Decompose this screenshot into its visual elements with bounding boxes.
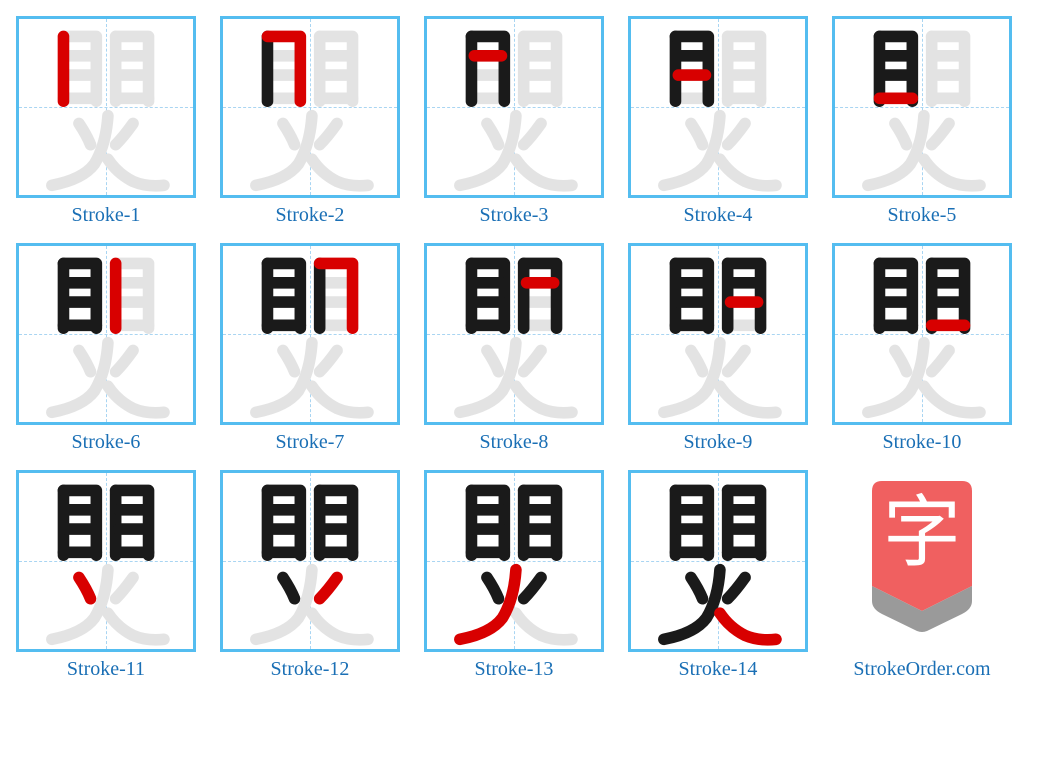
stroke-cell: Stroke-3 bbox=[424, 16, 604, 227]
stroke-caption: Stroke-1 bbox=[72, 204, 141, 227]
stroke-tile bbox=[16, 243, 196, 425]
stroke-tile bbox=[424, 243, 604, 425]
stroke-tile bbox=[628, 243, 808, 425]
stroke-cell: Stroke-12 bbox=[220, 470, 400, 681]
stroke-tile bbox=[220, 470, 400, 652]
stroke-caption: Stroke-14 bbox=[679, 658, 758, 681]
stroke-caption: Stroke-11 bbox=[67, 658, 145, 681]
logo-caption: StrokeOrder.com bbox=[853, 658, 990, 681]
stroke-caption: Stroke-3 bbox=[480, 204, 549, 227]
stroke-cell: Stroke-1 bbox=[16, 16, 196, 227]
stroke-caption: Stroke-7 bbox=[276, 431, 345, 454]
stroke-tile bbox=[628, 470, 808, 652]
stroke-tile bbox=[832, 16, 1012, 198]
stroke-caption: Stroke-4 bbox=[684, 204, 753, 227]
stroke-tile bbox=[424, 16, 604, 198]
stroke-cell: Stroke-9 bbox=[628, 243, 808, 454]
stroke-cell: Stroke-7 bbox=[220, 243, 400, 454]
stroke-cell: Stroke-5 bbox=[832, 16, 1012, 227]
stroke-tile bbox=[220, 16, 400, 198]
stroke-grid: Stroke-1 Stroke-2 Stroke-3 Stroke-4 Stroke-5… bbox=[16, 16, 1050, 681]
stroke-caption: Stroke-5 bbox=[888, 204, 957, 227]
stroke-cell: Stroke-14 bbox=[628, 470, 808, 681]
logo-icon: 字 bbox=[832, 470, 1012, 652]
stroke-cell: Stroke-13 bbox=[424, 470, 604, 681]
stroke-tile bbox=[628, 16, 808, 198]
logo-cell: 字 StrokeOrder.com bbox=[832, 470, 1012, 681]
stroke-caption: Stroke-10 bbox=[883, 431, 962, 454]
svg-text:字: 字 bbox=[883, 489, 961, 576]
stroke-caption: Stroke-13 bbox=[475, 658, 554, 681]
stroke-tile bbox=[832, 243, 1012, 425]
stroke-tile bbox=[220, 243, 400, 425]
stroke-tile bbox=[16, 16, 196, 198]
stroke-cell: Stroke-8 bbox=[424, 243, 604, 454]
stroke-tile bbox=[424, 470, 604, 652]
stroke-cell: Stroke-6 bbox=[16, 243, 196, 454]
stroke-caption: Stroke-2 bbox=[276, 204, 345, 227]
stroke-cell: Stroke-4 bbox=[628, 16, 808, 227]
stroke-caption: Stroke-6 bbox=[72, 431, 141, 454]
stroke-caption: Stroke-12 bbox=[271, 658, 350, 681]
stroke-caption: Stroke-8 bbox=[480, 431, 549, 454]
stroke-cell: Stroke-10 bbox=[832, 243, 1012, 454]
stroke-tile bbox=[16, 470, 196, 652]
stroke-cell: Stroke-2 bbox=[220, 16, 400, 227]
stroke-caption: Stroke-9 bbox=[684, 431, 753, 454]
stroke-cell: Stroke-11 bbox=[16, 470, 196, 681]
